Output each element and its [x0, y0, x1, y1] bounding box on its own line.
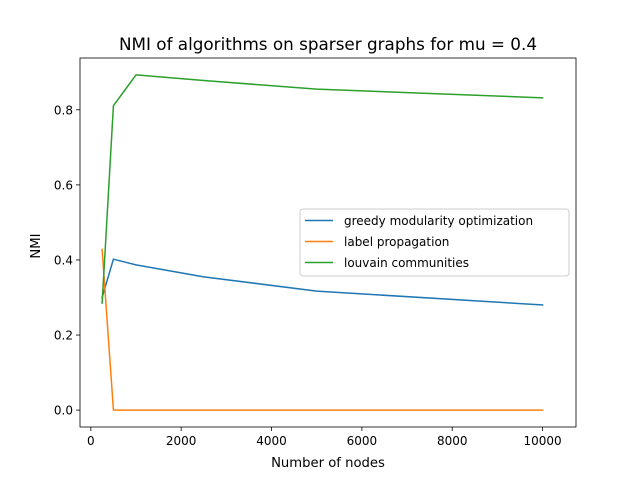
chart-title: NMI of algorithms on sparser graphs for …	[119, 34, 537, 54]
y-tick-label: 0.2	[54, 329, 73, 343]
x-axis-label: Number of nodes	[271, 456, 385, 471]
plot-frame	[79, 57, 577, 428]
legend-label: label propagation	[344, 235, 449, 249]
x-tick-label: 0	[87, 434, 95, 448]
y-tick-label: 0.4	[54, 253, 73, 267]
x-tick-label: 10000	[523, 434, 561, 448]
series-line-1	[101, 258, 544, 306]
y-tick-label: 0.6	[54, 178, 73, 192]
x-tick-label: 8000	[437, 434, 468, 448]
series-line-3	[101, 74, 544, 304]
series-layer	[101, 74, 544, 411]
y-tick-label: 0.8	[54, 103, 73, 117]
axes-layer: 0 2000 4000 6000 8000 10000 0.0 0.2 0.4 0.6 0.8	[54, 57, 577, 448]
legend-label: greedy modularity optimization	[344, 214, 533, 228]
y-tick-label: 0.0	[54, 404, 73, 418]
legend-box	[299, 208, 570, 277]
x-tick-label: 4000	[256, 434, 287, 448]
series-line-2	[101, 248, 544, 411]
legend-label: louvain communities	[344, 256, 469, 270]
x-tick-label: 2000	[166, 434, 197, 448]
y-axis-label: NMI	[29, 233, 44, 258]
legend: greedy modularity optimization label prop…	[299, 208, 570, 277]
x-tick-label: 6000	[347, 434, 378, 448]
